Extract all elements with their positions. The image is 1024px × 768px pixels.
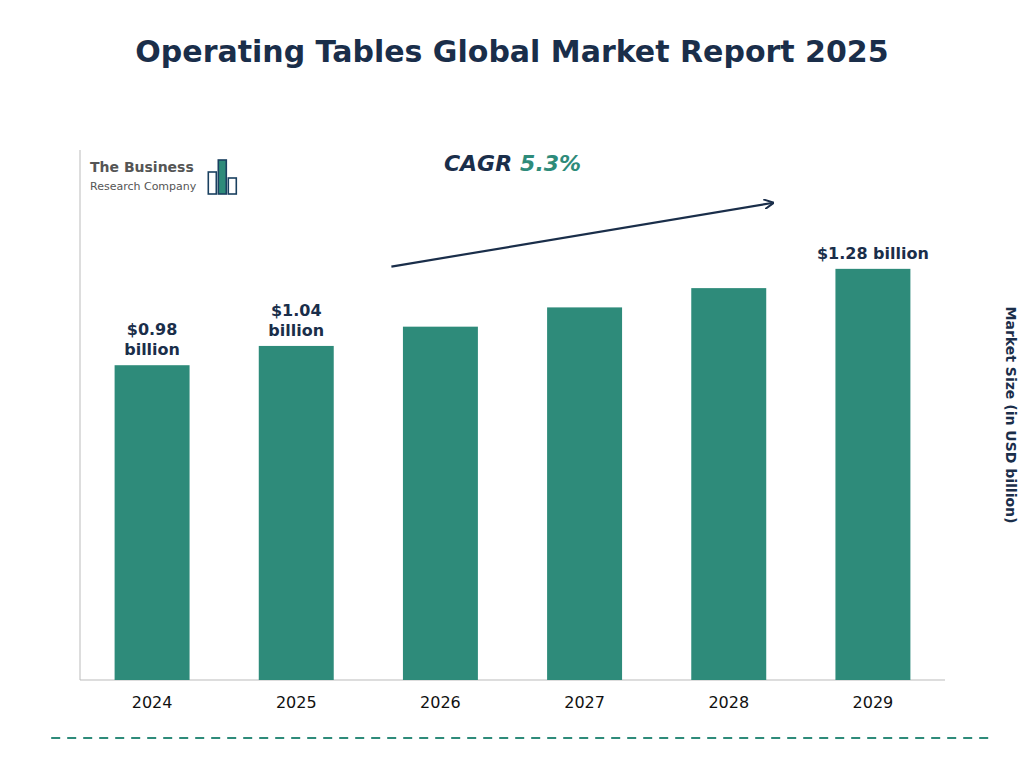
title: Operating Tables Global Market Report 20… [135,34,888,69]
bar [691,288,766,680]
logo-icon [208,160,236,194]
x-tick-label: 2026 [420,693,461,712]
bar [259,346,334,680]
logo-icon-bar [228,178,236,194]
bar [835,269,910,680]
cagr-arrow [391,203,772,267]
chart: Operating Tables Global Market Report 20… [0,0,1024,768]
bar [547,307,622,680]
x-tick-label: 2024 [132,693,173,712]
logo-icon-bar [218,160,226,194]
y-axis-label: Market Size (in USD billion) [1003,307,1019,524]
logo-subtitle: Research Company [90,180,197,193]
value-label: $1.28 billion [817,244,929,263]
cagr-value: 5.3% [520,151,581,176]
bar [403,327,478,680]
logo-icon-bar [208,172,216,194]
value-label-line: $1.28 billion [817,244,929,263]
value-label-line: $0.98 [127,320,178,339]
bar [115,365,190,680]
cagr-label: CAGR [444,151,512,176]
x-tick-label: 2029 [853,693,894,712]
y-axis-line [80,150,81,680]
x-tick-label: 2027 [564,693,605,712]
x-tick-label: 2028 [708,693,749,712]
value-label-line: billion [124,340,180,359]
value-label-line: $1.04 [271,301,322,320]
x-tick-label: 2025 [276,693,317,712]
footer-dashed-line [51,737,993,739]
value-label: $1.04billion [268,301,324,340]
logo-title: The Business [90,159,194,175]
x-axis-line [80,680,945,681]
value-label-line: billion [268,321,324,340]
bars [115,269,911,680]
value-label: $0.98billion [124,320,180,359]
